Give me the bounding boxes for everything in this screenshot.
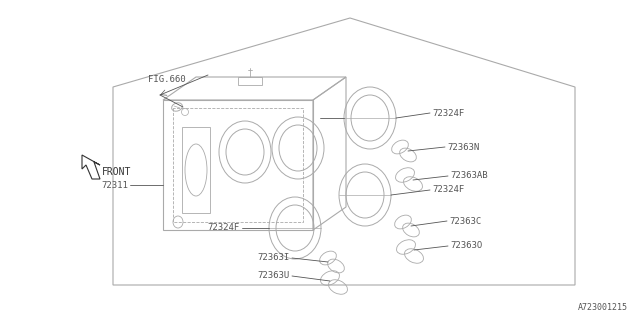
Text: 72324F: 72324F xyxy=(432,186,464,195)
Text: 72324F: 72324F xyxy=(432,108,464,117)
Text: 72363N: 72363N xyxy=(447,142,479,151)
Text: 72363I: 72363I xyxy=(258,253,290,262)
Text: 72324F: 72324F xyxy=(208,223,240,233)
Text: 72363AB: 72363AB xyxy=(450,172,488,180)
Text: 72363U: 72363U xyxy=(258,271,290,281)
Text: A723001215: A723001215 xyxy=(578,303,628,312)
Text: FIG.660: FIG.660 xyxy=(148,76,186,84)
Text: 72311: 72311 xyxy=(101,180,128,189)
Text: FRONT: FRONT xyxy=(102,167,131,177)
Text: 72363O: 72363O xyxy=(450,242,483,251)
Text: 72363C: 72363C xyxy=(449,217,481,226)
